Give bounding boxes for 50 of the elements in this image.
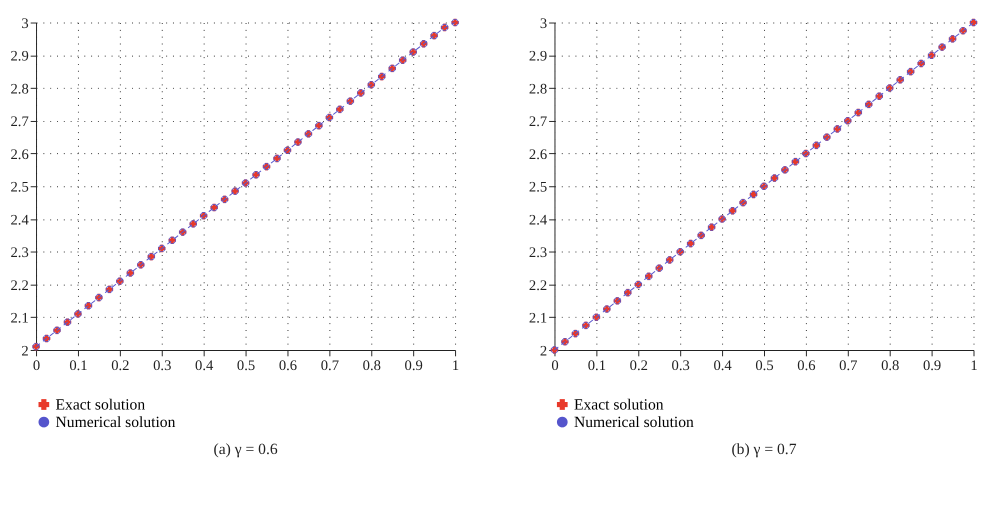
x-tick-label: 0.5 xyxy=(755,358,774,374)
x-tick-label: 0.2 xyxy=(111,358,130,374)
y-tick-label: 3 xyxy=(540,16,548,32)
x-tick-label: 0.7 xyxy=(839,358,858,374)
text: (b) γ = 0.7 xyxy=(731,441,797,458)
y-tick-label: 2.4 xyxy=(528,212,548,228)
y-tick-label: 2.9 xyxy=(528,48,548,65)
text: (a) γ = 0.6 xyxy=(214,441,278,458)
y-tick-label: 2.6 xyxy=(10,146,29,163)
x-tick-label: 0.2 xyxy=(630,358,648,374)
x-tick-label: 0.8 xyxy=(362,358,381,374)
legend-label: Exact solution xyxy=(56,396,146,414)
y-tick-label: 2.3 xyxy=(10,245,29,262)
y-tick-label: 2.3 xyxy=(528,245,548,262)
x-tick-label: 0.8 xyxy=(881,358,900,374)
x-tick-label: 0.9 xyxy=(922,358,942,374)
legend-label: Exact solution xyxy=(574,396,664,414)
y-tick-label: 2.1 xyxy=(528,310,548,327)
x-tick-label: 0 xyxy=(32,358,40,374)
x-tick-label: 0.1 xyxy=(69,358,88,374)
y-tick-label: 2.7 xyxy=(528,114,548,130)
y-tick-label: 2.5 xyxy=(10,180,29,196)
x-tick-label: 0.3 xyxy=(153,358,172,374)
y-tick-label: 2.2 xyxy=(528,278,548,294)
x-tick-label: 0.3 xyxy=(672,358,690,374)
x-tick-label: 1 xyxy=(970,358,978,374)
x-tick-label: 0.6 xyxy=(278,358,298,374)
y-tick-label: 2.4 xyxy=(10,212,30,228)
x-tick-label: 0.5 xyxy=(236,358,256,374)
y-tick-label: 2.6 xyxy=(528,146,548,163)
y-tick-label: 2 xyxy=(21,343,29,360)
x-tick-label: 0.4 xyxy=(713,358,732,374)
y-tick-label: 2.2 xyxy=(10,278,29,294)
y-tick-label: 2.7 xyxy=(10,114,29,130)
x-tick-label: 1 xyxy=(452,358,460,374)
legend-label: Numerical solution xyxy=(56,414,176,431)
x-tick-label: 0.1 xyxy=(588,358,606,374)
x-tick-label: 0.9 xyxy=(404,358,423,374)
y-tick-label: 2 xyxy=(540,343,548,360)
legend-label: Numerical solution xyxy=(574,414,694,431)
y-tick-label: 2.8 xyxy=(10,81,29,98)
x-tick-label: 0.4 xyxy=(195,358,214,374)
y-tick-label: 2.9 xyxy=(10,48,29,65)
x-tick-label: 0.6 xyxy=(797,358,816,374)
y-tick-label: 2.5 xyxy=(528,180,548,196)
y-tick-label: 2.1 xyxy=(10,310,29,327)
x-tick-label: 0.7 xyxy=(320,358,339,374)
x-tick-label: 0 xyxy=(551,358,559,374)
y-tick-label: 2.8 xyxy=(528,81,548,98)
y-tick-label: 3 xyxy=(21,16,29,32)
